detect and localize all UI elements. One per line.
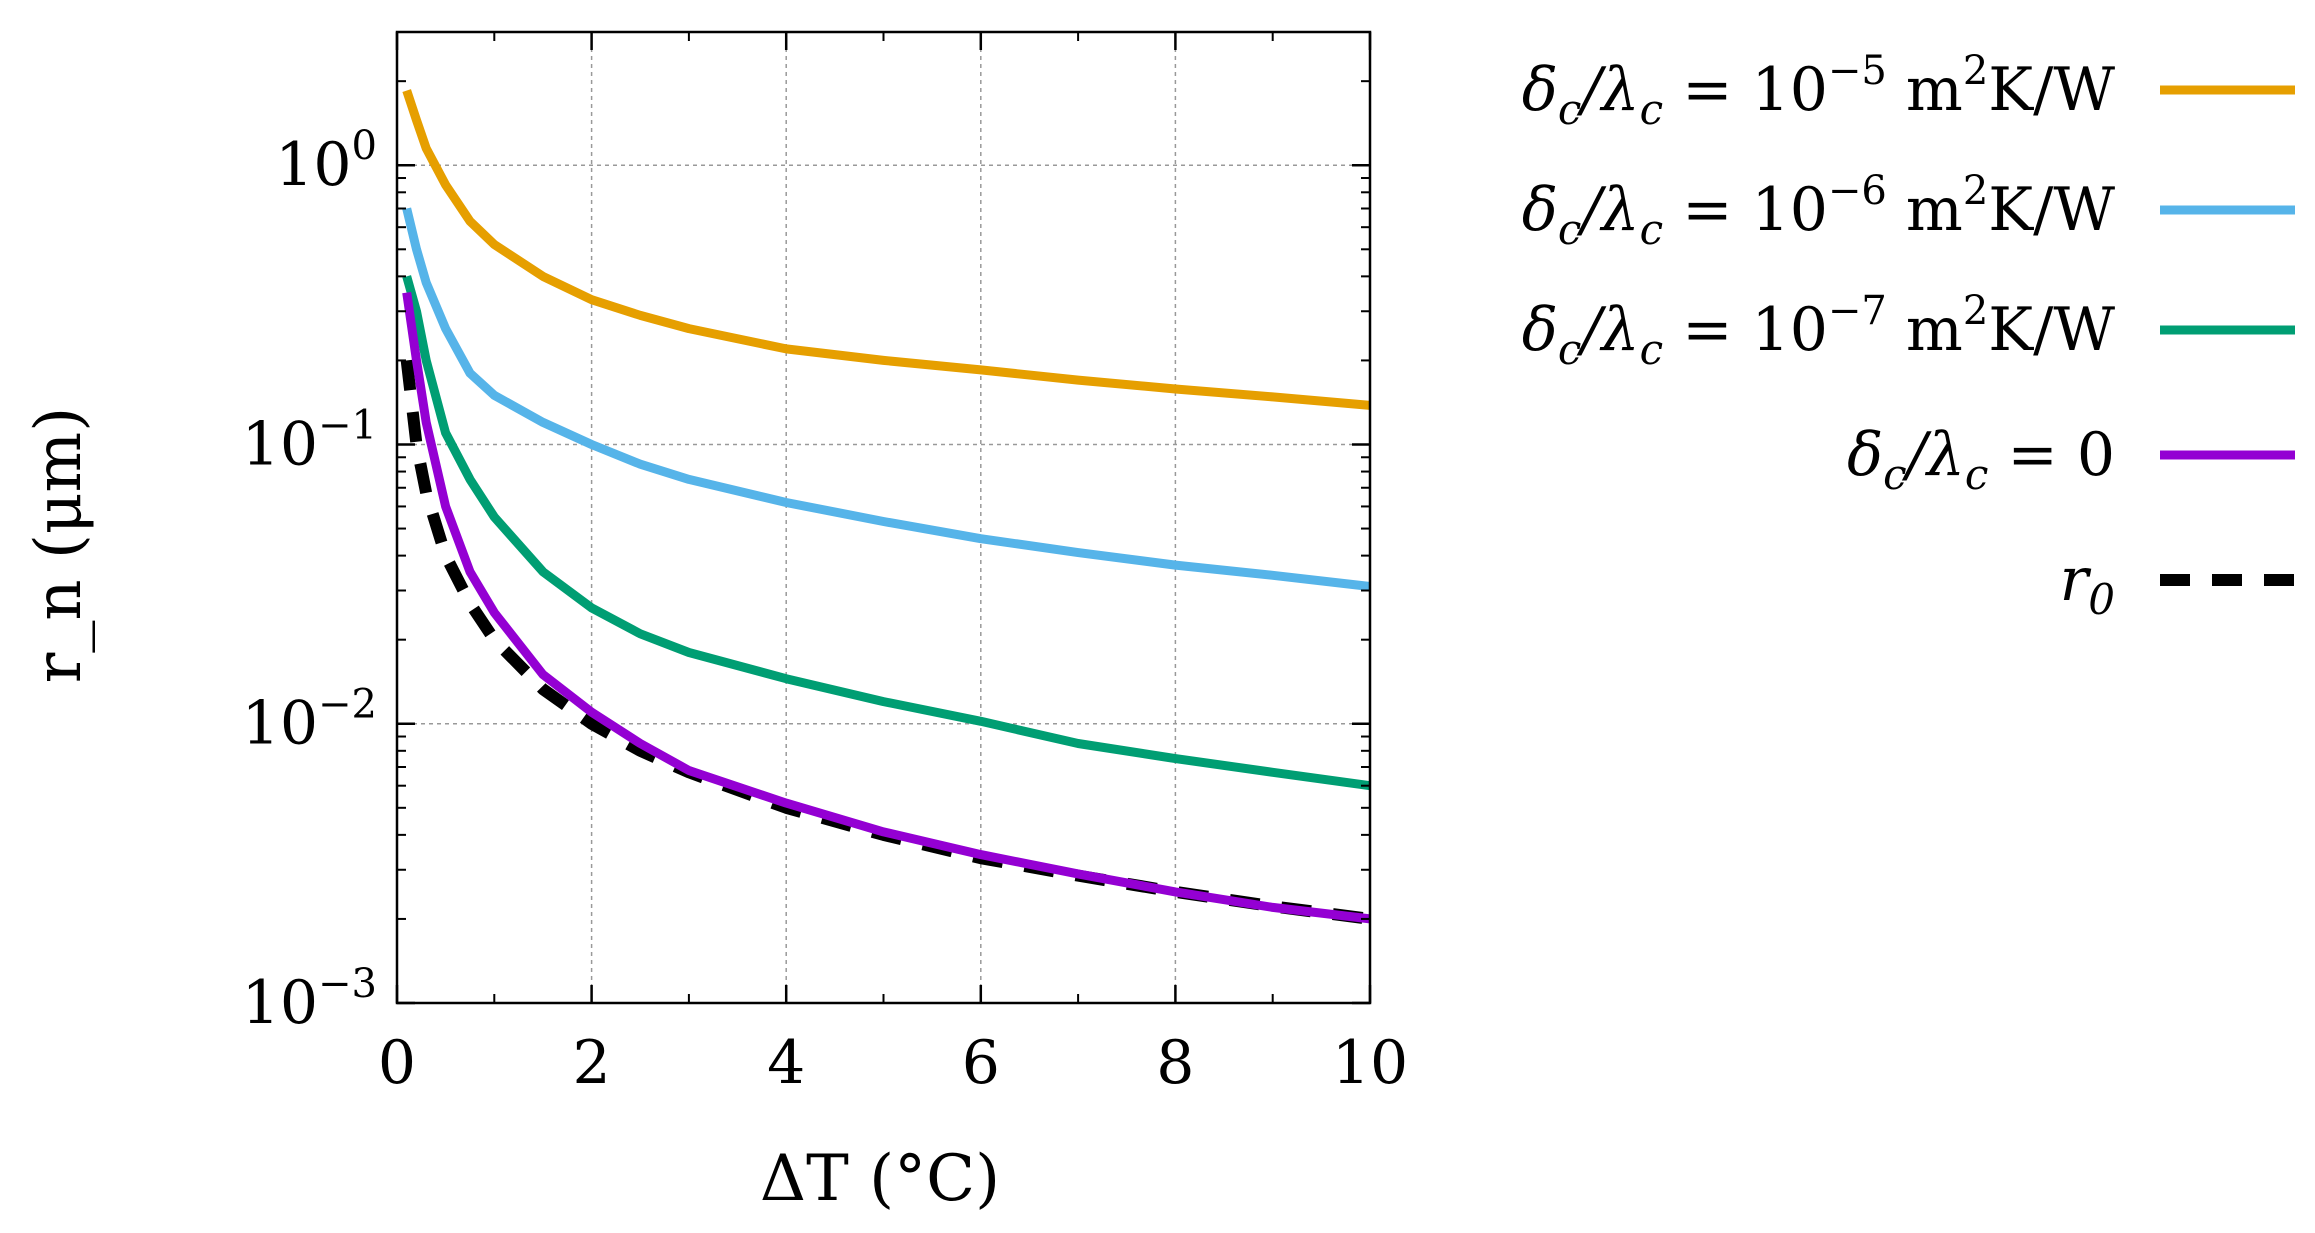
legend-item-2: δc/λc = 10−6 m2K/W xyxy=(1522,168,2295,254)
x-tick-label: 10 xyxy=(1332,1028,1408,1098)
grid xyxy=(397,32,1370,1003)
series-line-1 xyxy=(402,89,1371,410)
legend-label: δc/λc = 10−5 m2K/W xyxy=(1522,48,2116,134)
legend-label: r0 xyxy=(2060,545,2115,624)
x-axis-label: ΔT (°C) xyxy=(760,1142,1000,1216)
x-tick-label: 2 xyxy=(573,1028,611,1098)
legend-label: δc/λc = 10−7 m2K/W xyxy=(1522,288,2116,374)
series-line-3 xyxy=(402,275,1371,791)
legend-item-5: r0 xyxy=(2060,545,2295,624)
legend-label: δc/λc = 10−6 m2K/W xyxy=(1522,168,2116,254)
y-axis-label: r_n (μm) xyxy=(22,407,96,683)
ticks xyxy=(395,31,1372,1005)
y-tick-label: 10−3 xyxy=(242,961,377,1038)
series-line-5 xyxy=(400,359,1371,925)
y-axis-label-text: r_n (μm) xyxy=(22,407,96,683)
series-line-4 xyxy=(402,291,1371,924)
y-tick-label: 10−1 xyxy=(242,402,377,479)
y-tick-label: 100 xyxy=(275,123,377,200)
x-tick-label: 8 xyxy=(1156,1028,1194,1098)
legend-item-4: δc/λc = 0 xyxy=(1847,420,2295,499)
x-tick-label: 0 xyxy=(378,1028,416,1098)
tick-labels: 0 2 4 6 8 10 10−3 10−2 10−1 100 xyxy=(242,123,1409,1098)
series-layer xyxy=(400,89,1371,925)
x-tick-label: 4 xyxy=(767,1028,805,1098)
series-line-2 xyxy=(402,207,1371,591)
legend-label: δc/λc = 0 xyxy=(1847,420,2115,499)
legend-item-1: δc/λc = 10−5 m2K/W xyxy=(1522,48,2295,134)
y-tick-label: 10−2 xyxy=(242,682,377,759)
legend: δc/λc = 10−5 m2K/W δc/λc = 10−6 m2K/W δc/λ… xyxy=(1522,48,2295,624)
legend-item-3: δc/λc = 10−7 m2K/W xyxy=(1522,288,2295,374)
x-tick-label: 6 xyxy=(962,1028,1000,1098)
x-axis-label-text: ΔT (°C) xyxy=(760,1142,1000,1216)
